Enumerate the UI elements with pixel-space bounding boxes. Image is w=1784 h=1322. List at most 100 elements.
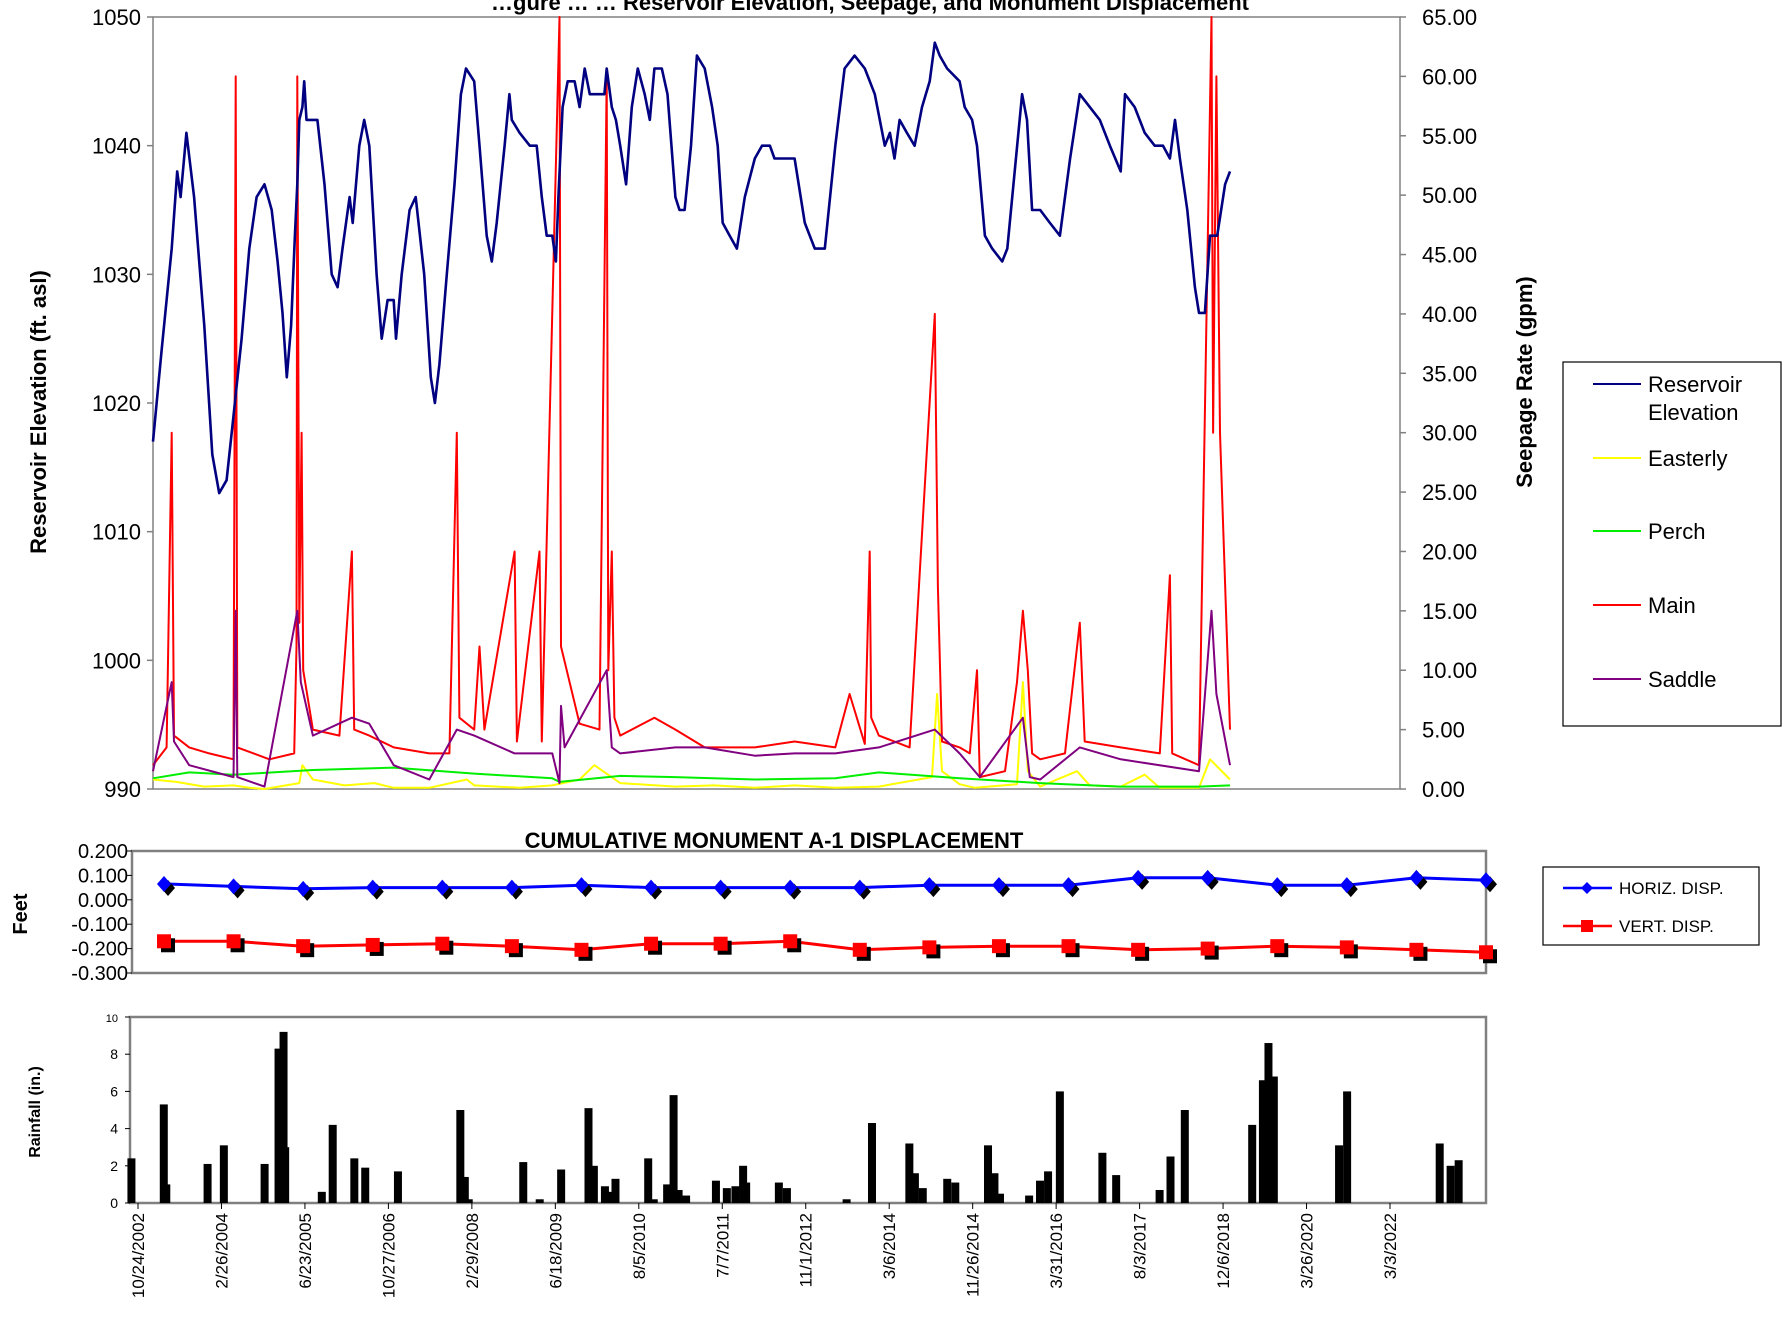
data-marker bbox=[435, 936, 450, 951]
rainfall-bar bbox=[1343, 1091, 1352, 1203]
series-lines bbox=[151, 16, 1232, 790]
y-tick-label: 2 bbox=[110, 1158, 118, 1174]
y-tick-label: 1050 bbox=[92, 5, 141, 30]
rainfall-bar bbox=[742, 1182, 751, 1203]
rainfall-bar bbox=[782, 1188, 791, 1203]
y-tick-label: 1010 bbox=[92, 520, 141, 545]
x-tick-label: 10/24/2002 bbox=[129, 1213, 148, 1298]
y-tick-label: 10 bbox=[106, 1013, 118, 1025]
rainfall-bar bbox=[589, 1165, 598, 1203]
data-marker bbox=[991, 939, 1006, 954]
y-tick-label: -0.200 bbox=[71, 939, 128, 961]
rainfall-bar bbox=[984, 1145, 993, 1203]
data-marker bbox=[365, 879, 380, 896]
x-axis-ticks: 10/24/2002 2/26/2004 6/23/2005 10/27/2006 2/… bbox=[129, 1203, 1400, 1298]
series-lines bbox=[157, 869, 1497, 964]
left-axis-ticks: -0.300-0.200 -0.1000.000 0.1000.200 bbox=[71, 841, 132, 985]
x-tick-label: 2/26/2004 bbox=[212, 1213, 231, 1289]
x-tick-label: 3/6/2014 bbox=[880, 1213, 899, 1279]
data-marker bbox=[1061, 877, 1076, 894]
data-marker bbox=[504, 879, 519, 896]
series-line-vert-disp bbox=[164, 939, 1487, 954]
rainfall-bar bbox=[203, 1163, 212, 1203]
rainfall-bar bbox=[943, 1178, 952, 1203]
rainfall-bar bbox=[557, 1169, 566, 1203]
x-tick-label: 3/26/2020 bbox=[1298, 1213, 1317, 1289]
rainfall-bar bbox=[350, 1158, 359, 1203]
data-marker bbox=[783, 934, 798, 949]
rainfall-bar bbox=[456, 1110, 465, 1203]
rainfall-bar bbox=[464, 1199, 473, 1203]
x-tick-label: 6/18/2009 bbox=[546, 1213, 565, 1289]
x-tick-label: 2/29/2008 bbox=[463, 1213, 482, 1289]
plot-area-border bbox=[128, 1015, 1488, 1205]
rainfall-bar bbox=[519, 1162, 528, 1203]
series-line-reservoir-elevation bbox=[151, 41, 1232, 495]
rainfall-bar bbox=[644, 1158, 653, 1203]
data-marker bbox=[1200, 941, 1215, 956]
rainfall-bar bbox=[1036, 1180, 1045, 1203]
rainfall-bar bbox=[711, 1180, 720, 1203]
y2-tick-label: 0.00 bbox=[1422, 777, 1465, 802]
x-tick-label: 6/23/2005 bbox=[296, 1213, 315, 1289]
rainfall-bar bbox=[951, 1182, 960, 1203]
right-axis-ticks: 0.00 5.00 10.00 15.00 20.00 25.00 30.00 35.00 40… bbox=[1400, 5, 1477, 802]
data-marker bbox=[1270, 877, 1285, 894]
rainfall-bar bbox=[328, 1124, 337, 1203]
x-tick-label: 7/7/2011 bbox=[713, 1213, 732, 1278]
data-marker bbox=[1200, 869, 1215, 886]
displacement-title: CUMULATIVE MONUMENT A-1 DISPLACEMENT bbox=[525, 828, 1024, 853]
rainfall-bar bbox=[905, 1143, 914, 1203]
data-marker bbox=[296, 880, 311, 897]
rainfall-bar bbox=[460, 1176, 469, 1203]
legend-label-continued: Elevation bbox=[1648, 400, 1739, 425]
left-axis-label: Reservoir Elevation (ft. asl) bbox=[26, 270, 51, 554]
x-tick-label: 11/1/2012 bbox=[797, 1213, 816, 1287]
data-marker bbox=[435, 879, 450, 896]
y2-tick-label: 50.00 bbox=[1422, 183, 1477, 208]
data-marker bbox=[365, 937, 380, 952]
rainfall-bar bbox=[987, 1188, 996, 1203]
rainfall-bar bbox=[910, 1173, 919, 1203]
data-marker bbox=[1131, 942, 1146, 957]
y-tick-label: 0 bbox=[110, 1195, 118, 1211]
data-marker bbox=[226, 878, 241, 895]
x-tick-label: 8/3/2017 bbox=[1131, 1213, 1150, 1279]
data-marker bbox=[157, 875, 171, 892]
plot-area-border bbox=[130, 849, 1488, 975]
plot-frame bbox=[128, 1015, 1488, 1205]
rainfall-bar bbox=[674, 1189, 683, 1203]
rainfall-bar bbox=[1264, 1043, 1273, 1203]
rainfall-bar bbox=[274, 1048, 283, 1203]
rainfall-bar bbox=[279, 1031, 288, 1203]
rainfall-bar bbox=[1258, 1080, 1267, 1203]
data-marker bbox=[644, 879, 659, 896]
series-line-easterly bbox=[152, 681, 1231, 790]
y-tick-label: 1000 bbox=[92, 648, 141, 673]
y2-tick-label: 45.00 bbox=[1422, 243, 1477, 268]
data-marker bbox=[713, 879, 728, 896]
data-marker bbox=[574, 877, 589, 894]
y2-tick-label: 5.00 bbox=[1422, 718, 1465, 743]
displacement-chart: CUMULATIVE MONUMENT A-1 DISPLACEMENT -0.… bbox=[10, 828, 1760, 985]
rainfall-bar bbox=[682, 1195, 691, 1203]
y2-tick-label: 25.00 bbox=[1422, 480, 1477, 505]
y2-tick-label: 10.00 bbox=[1422, 658, 1477, 683]
rainfall-bar bbox=[1155, 1189, 1164, 1203]
y2-tick-label: 40.00 bbox=[1422, 302, 1477, 327]
rainfall-bar bbox=[1112, 1175, 1121, 1203]
data-marker bbox=[157, 934, 171, 949]
rainfall-bar bbox=[1248, 1124, 1257, 1203]
data-marker bbox=[1479, 872, 1493, 889]
data-marker bbox=[922, 940, 937, 955]
marker-shadow bbox=[508, 883, 523, 900]
rainfall-bar bbox=[611, 1178, 620, 1203]
data-marker bbox=[1409, 942, 1424, 957]
y-tick-label: -0.300 bbox=[71, 963, 128, 985]
y-tick-label: 8 bbox=[110, 1046, 118, 1062]
rainfall-bar bbox=[1025, 1195, 1034, 1203]
y-tick-label: 4 bbox=[110, 1121, 118, 1137]
y-tick-label: 0.000 bbox=[78, 890, 128, 912]
